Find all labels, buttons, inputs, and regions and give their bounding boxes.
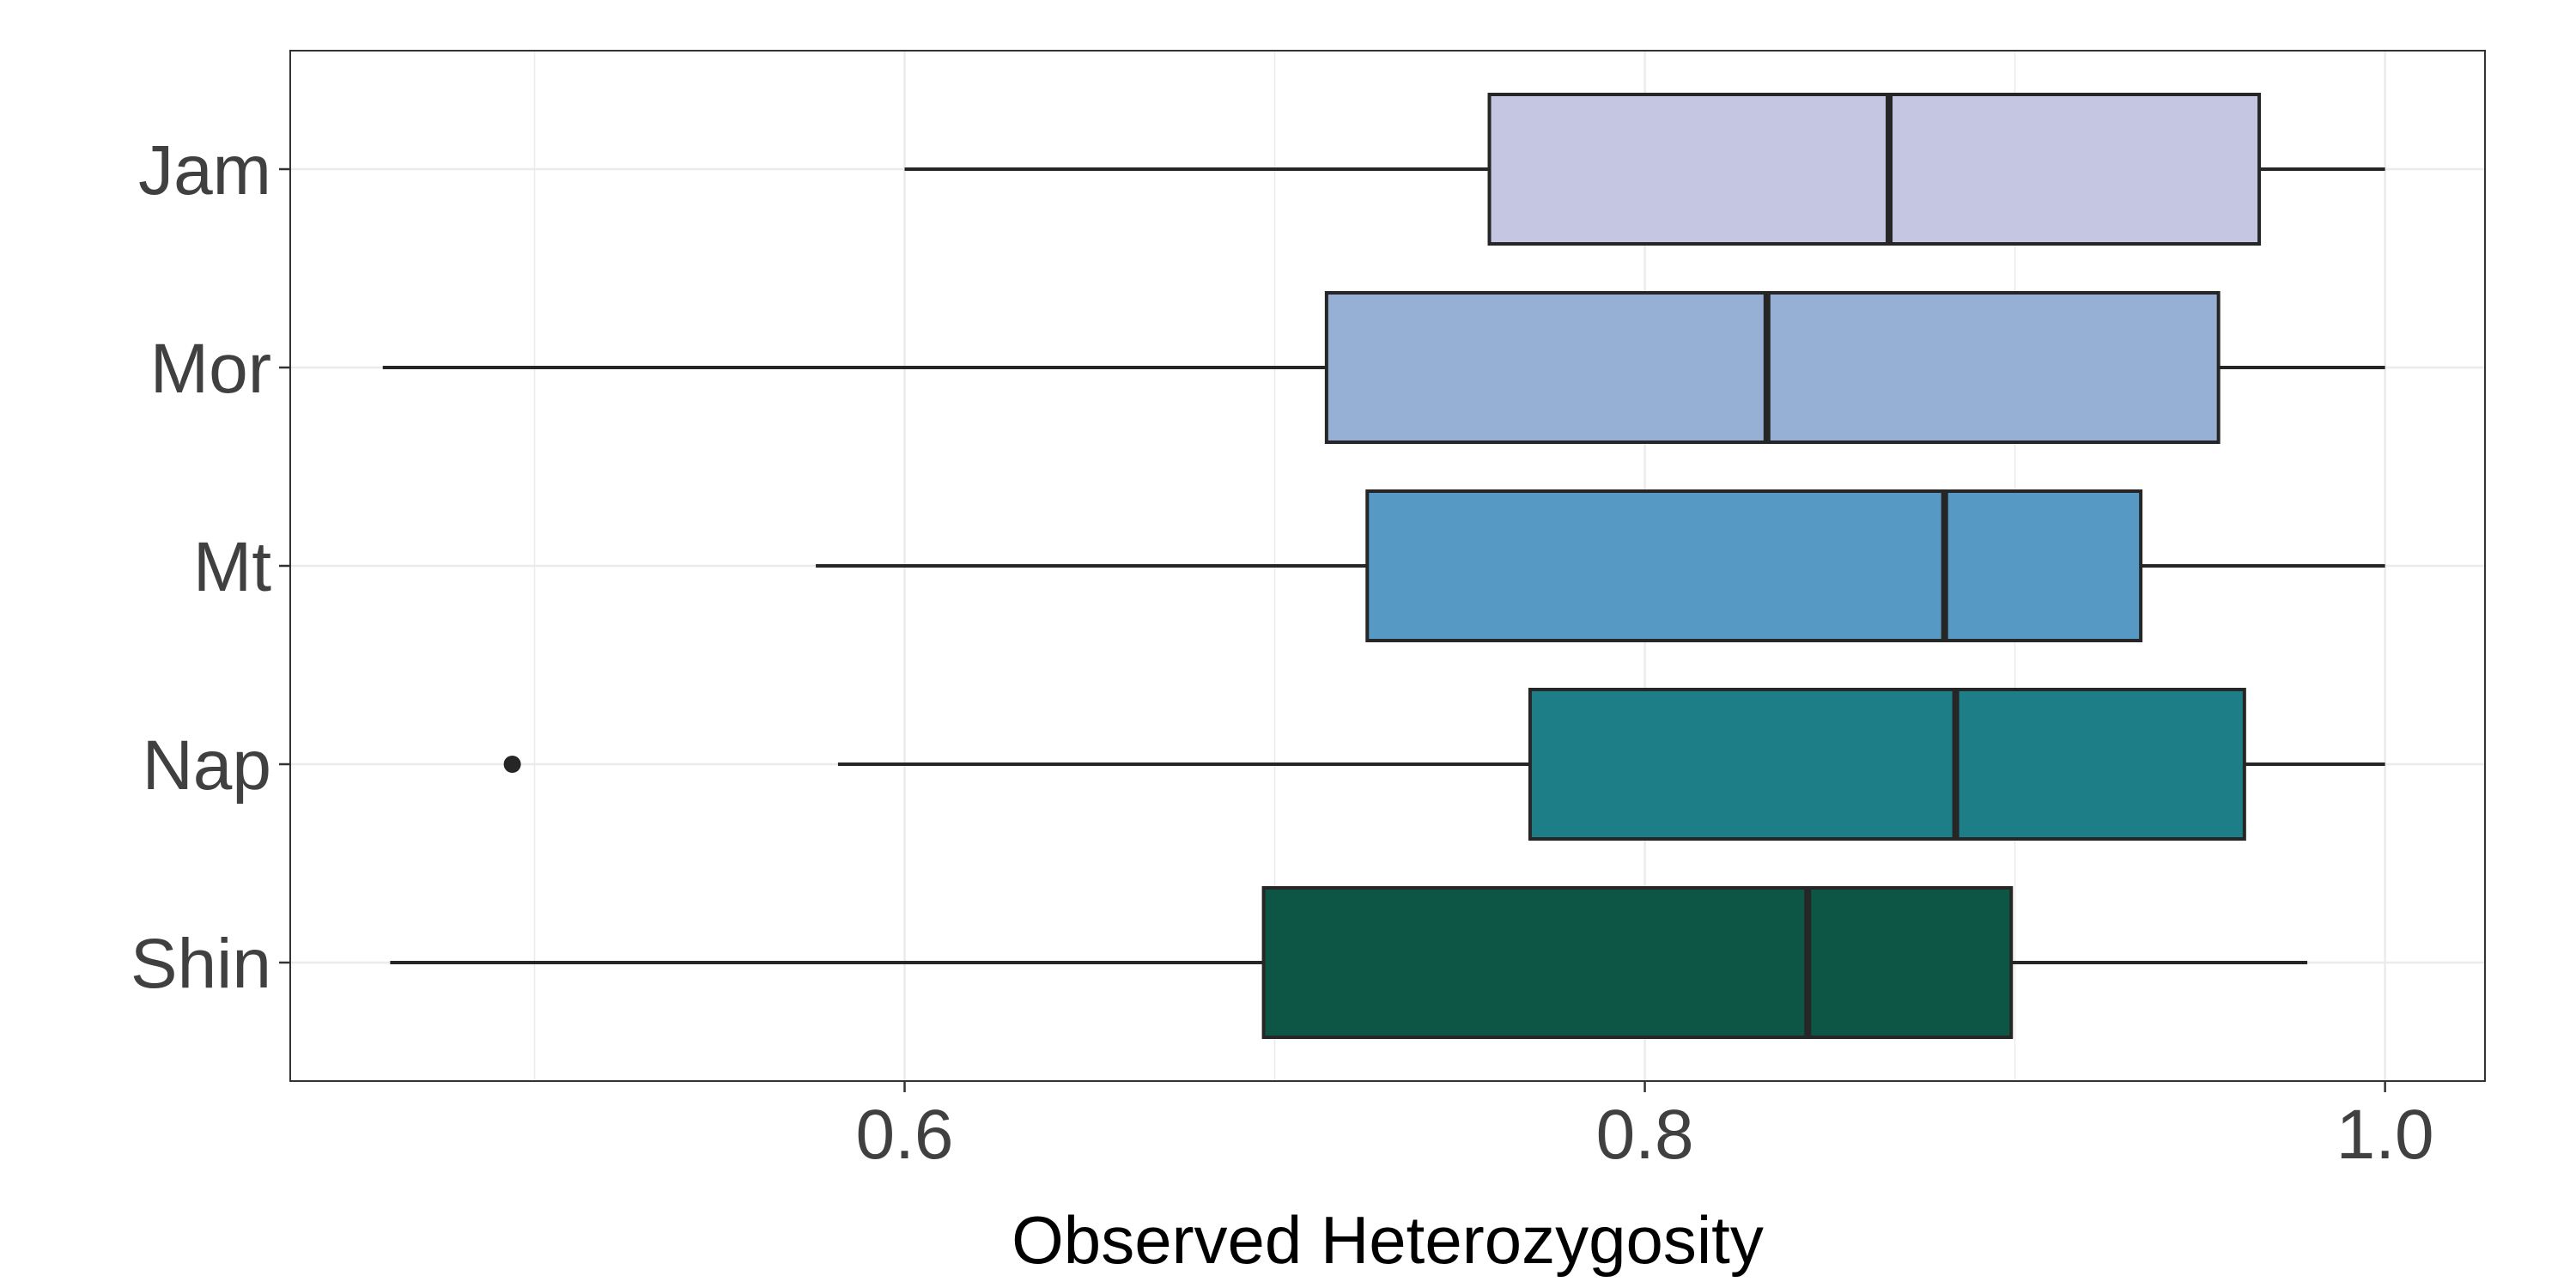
box-shin: [390, 886, 2308, 1039]
x-tick-label: 1.0: [2336, 1096, 2434, 1174]
box-iqr: [1261, 886, 2014, 1039]
box-nap: [503, 688, 2385, 841]
outlier-point: [503, 756, 521, 773]
y-tick-label: Mt: [193, 528, 271, 606]
x-axis-title: Observed Heterozygosity: [1012, 1202, 1764, 1278]
axis-layer: Jam Mor Mt Nap Shin 0.6 0.8 1.0: [131, 131, 2434, 1174]
box-iqr: [1487, 93, 2262, 246]
y-tick-label: Shin: [131, 925, 271, 1003]
box-iqr: [1324, 291, 2221, 444]
box-mt: [816, 489, 2385, 642]
x-tick-label: 0.8: [1596, 1096, 1694, 1174]
box-jam: [904, 93, 2385, 246]
y-tick-label: Mor: [150, 330, 271, 408]
box-iqr: [1365, 489, 2143, 642]
box-iqr: [1528, 688, 2246, 841]
x-tick-label: 0.6: [856, 1096, 954, 1174]
box-mor: [382, 291, 2385, 444]
y-tick-label: Nap: [143, 726, 271, 805]
y-tick-label: Jam: [138, 131, 271, 210]
box-layer: [382, 93, 2385, 1039]
